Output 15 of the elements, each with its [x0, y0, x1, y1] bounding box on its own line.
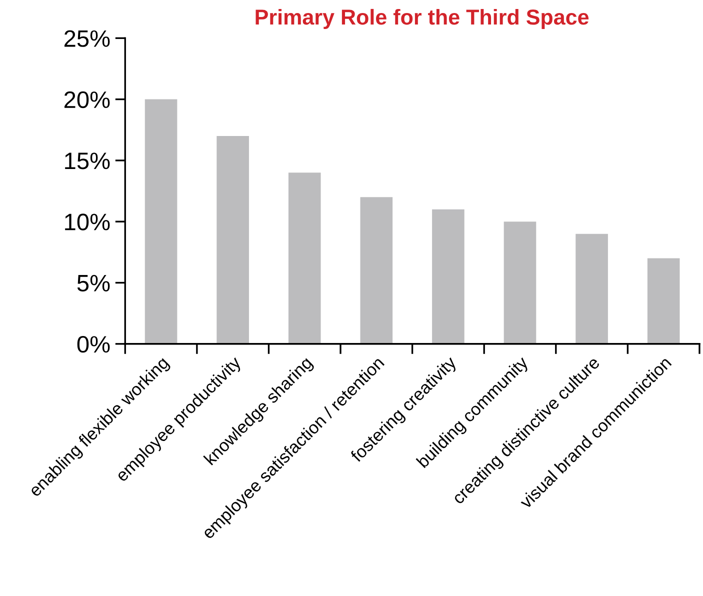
bar — [504, 222, 536, 344]
bar — [144, 99, 178, 344]
bar — [647, 258, 680, 344]
y-tick-label: 25% — [64, 30, 110, 47]
y-tick-label: 20% — [64, 91, 110, 108]
bar — [216, 136, 249, 344]
y-tick-label: 5% — [77, 274, 110, 292]
y-tick-label: 10% — [65, 214, 110, 230]
bar — [360, 197, 393, 344]
bar — [576, 234, 608, 344]
bar — [288, 172, 321, 344]
y-tick-label: 0% — [77, 336, 110, 353]
bar — [432, 209, 464, 344]
chart-title: Primary Role for the Third Space — [256, 8, 589, 30]
y-tick-label: 15% — [65, 152, 110, 170]
